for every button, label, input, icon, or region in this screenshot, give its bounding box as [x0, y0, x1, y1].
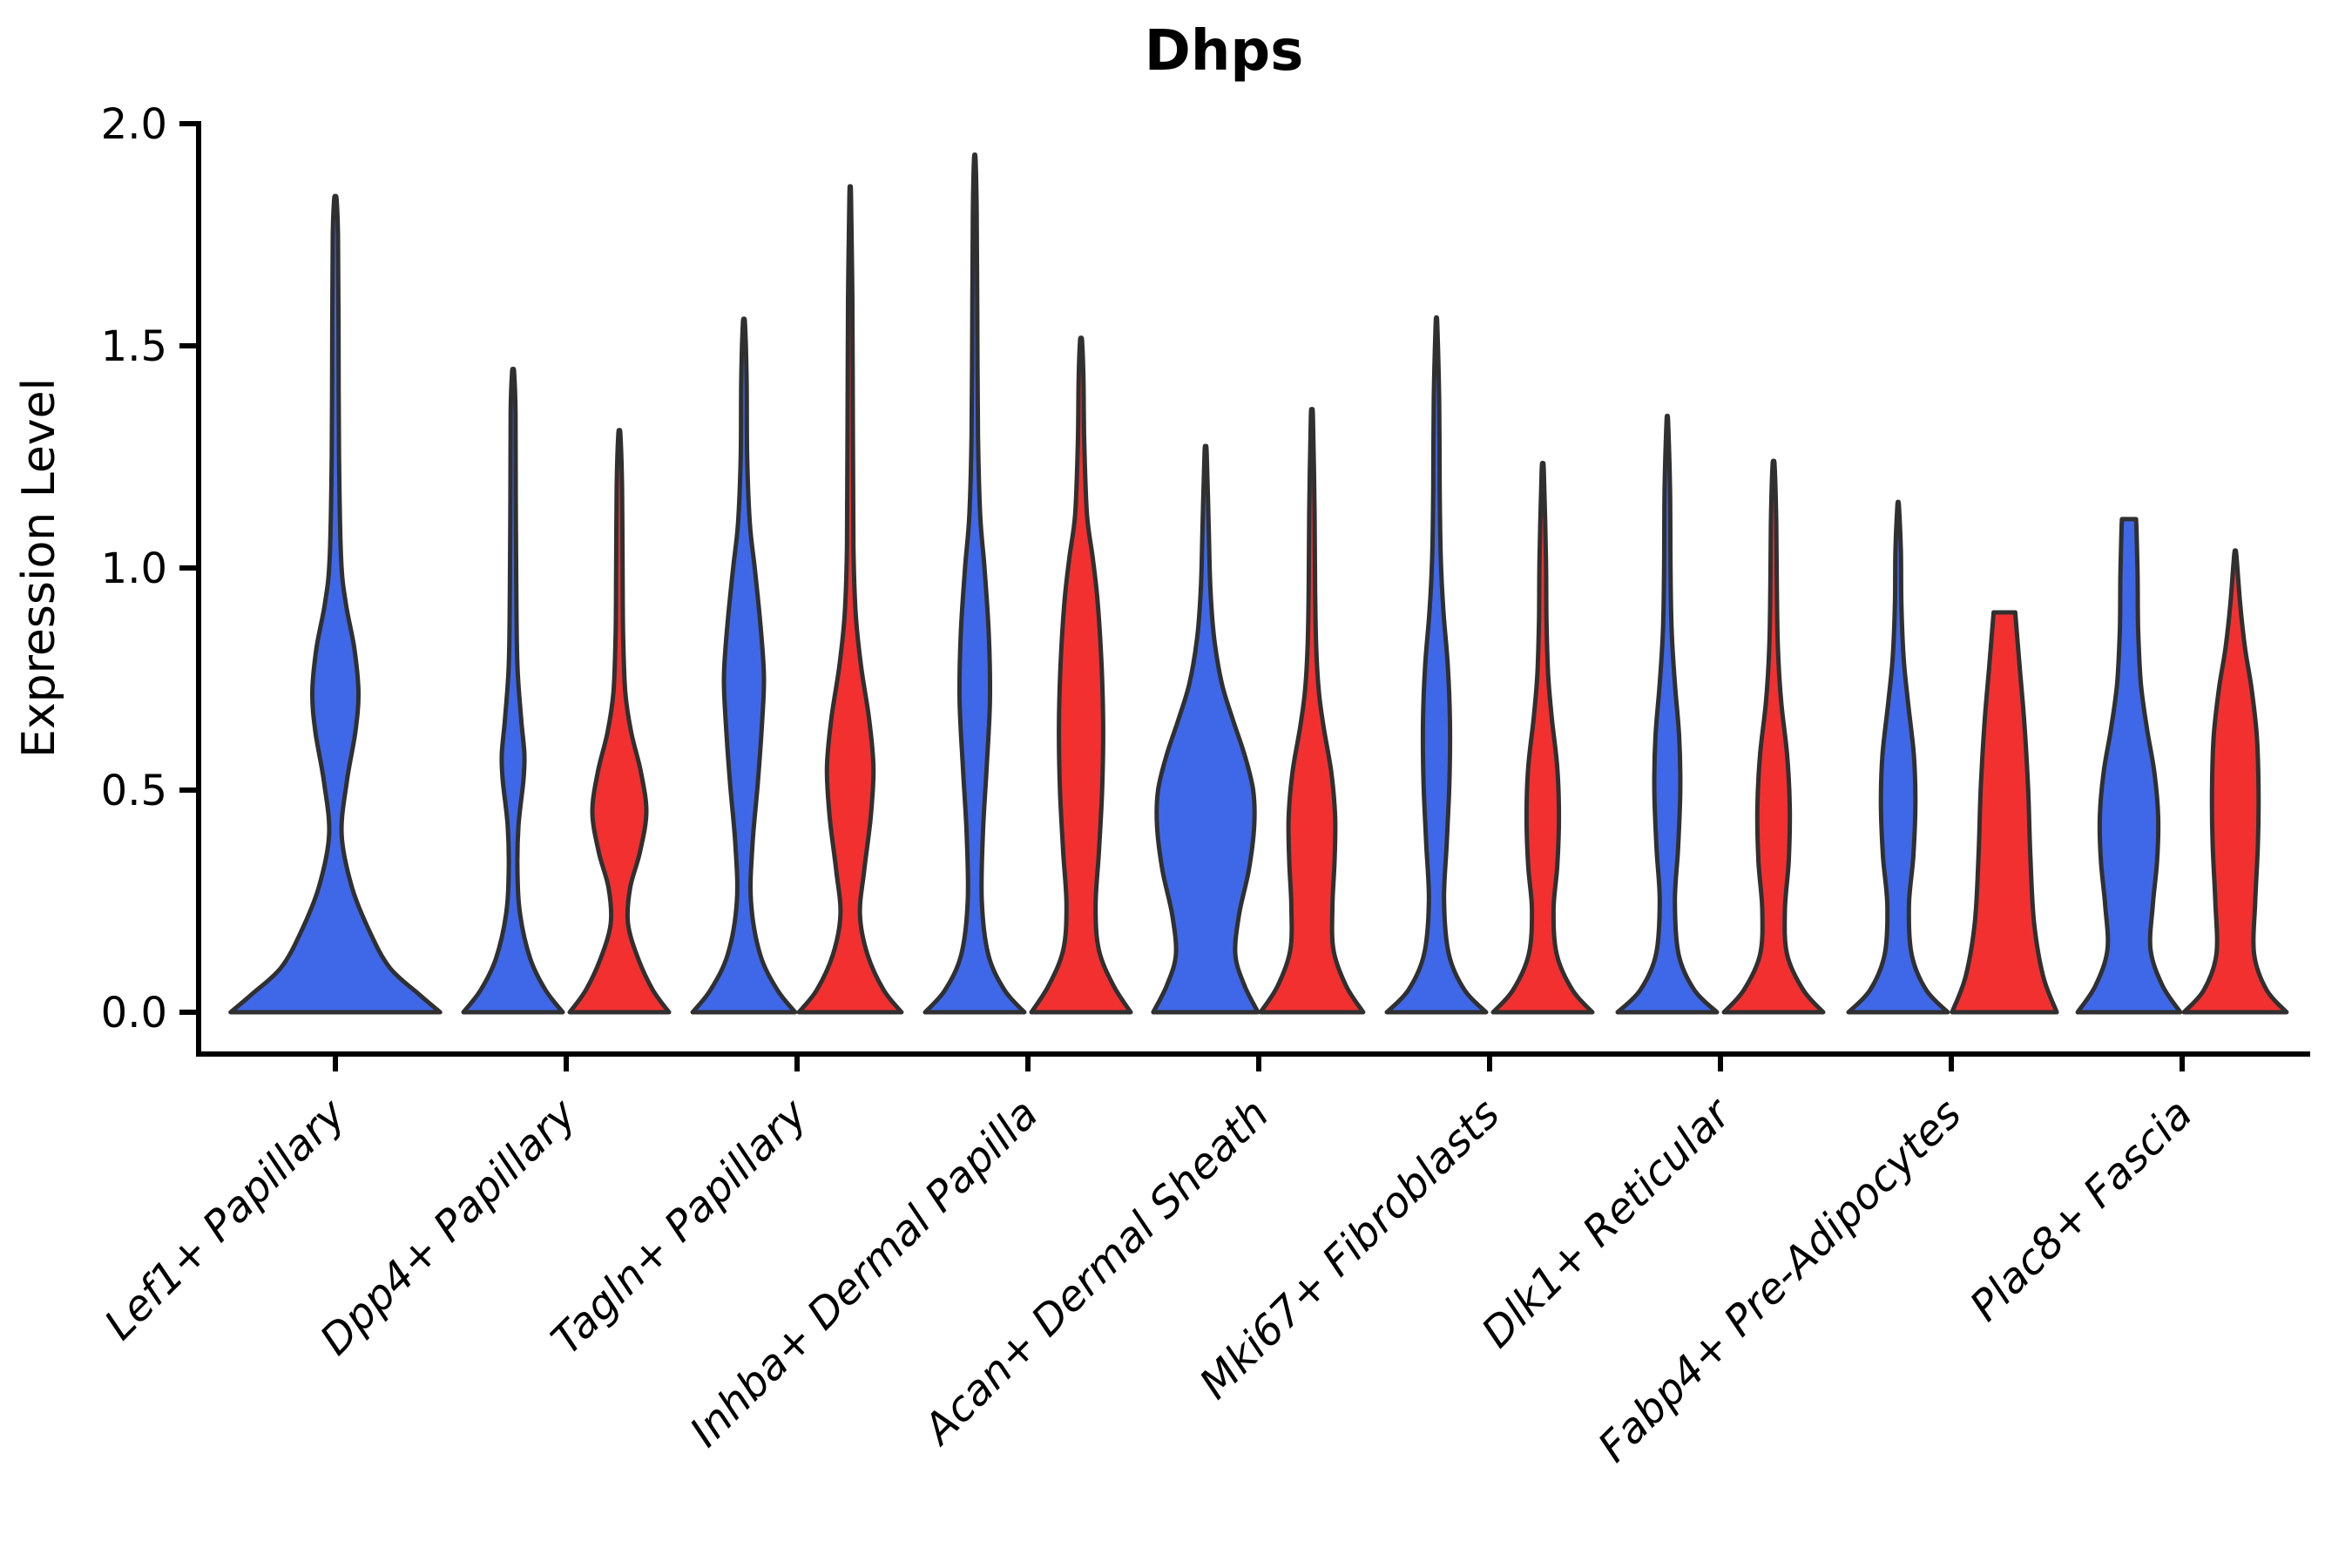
chart-title: Dhps: [1145, 19, 1304, 84]
y-tick-label: 1.5: [101, 322, 167, 371]
x-tick-label: Fabp4+ Pre-Adipocytes: [1589, 1090, 1971, 1472]
x-tick-label: Dpp4+ Papillary: [311, 1089, 586, 1364]
violin-red: [1258, 407, 1366, 1015]
chart-text: Dhps Expression Level: [13, 19, 1303, 758]
y-tick-label: 2.0: [101, 100, 167, 149]
y-tick-label: 0.5: [101, 767, 167, 815]
y-axis-label: Expression Level: [13, 378, 65, 758]
violin-red: [1721, 458, 1826, 1015]
violin-blue: [923, 152, 1027, 1015]
violin-red: [567, 428, 672, 1015]
x-tick-label: Tagln+ Papillary: [542, 1089, 817, 1364]
y-tick-label: 0.0: [101, 989, 167, 1037]
x-tick-label: Lef1+ Papillary: [95, 1089, 355, 1349]
x-tick-label: Dlk1+ Reticular: [1472, 1088, 1742, 1358]
violin-red: [796, 184, 904, 1015]
violin-red: [2181, 548, 2289, 1015]
violins: [228, 152, 2289, 1015]
violin-blue: [2075, 517, 2183, 1015]
violin-blue: [690, 316, 798, 1015]
violin-blue: [1151, 443, 1260, 1015]
violin-blue: [1846, 499, 1950, 1015]
violin-blue: [228, 193, 443, 1015]
violin-blue: [461, 367, 565, 1015]
x-tick-label: Plac8+ Fascia: [1961, 1090, 2202, 1331]
violin-red: [1950, 610, 2059, 1015]
y-tick-label: 1.0: [101, 544, 167, 593]
violin-blue: [1615, 413, 1720, 1015]
violin-red: [1490, 461, 1595, 1015]
violin-red: [1029, 335, 1133, 1015]
violin-blue: [1384, 314, 1489, 1015]
